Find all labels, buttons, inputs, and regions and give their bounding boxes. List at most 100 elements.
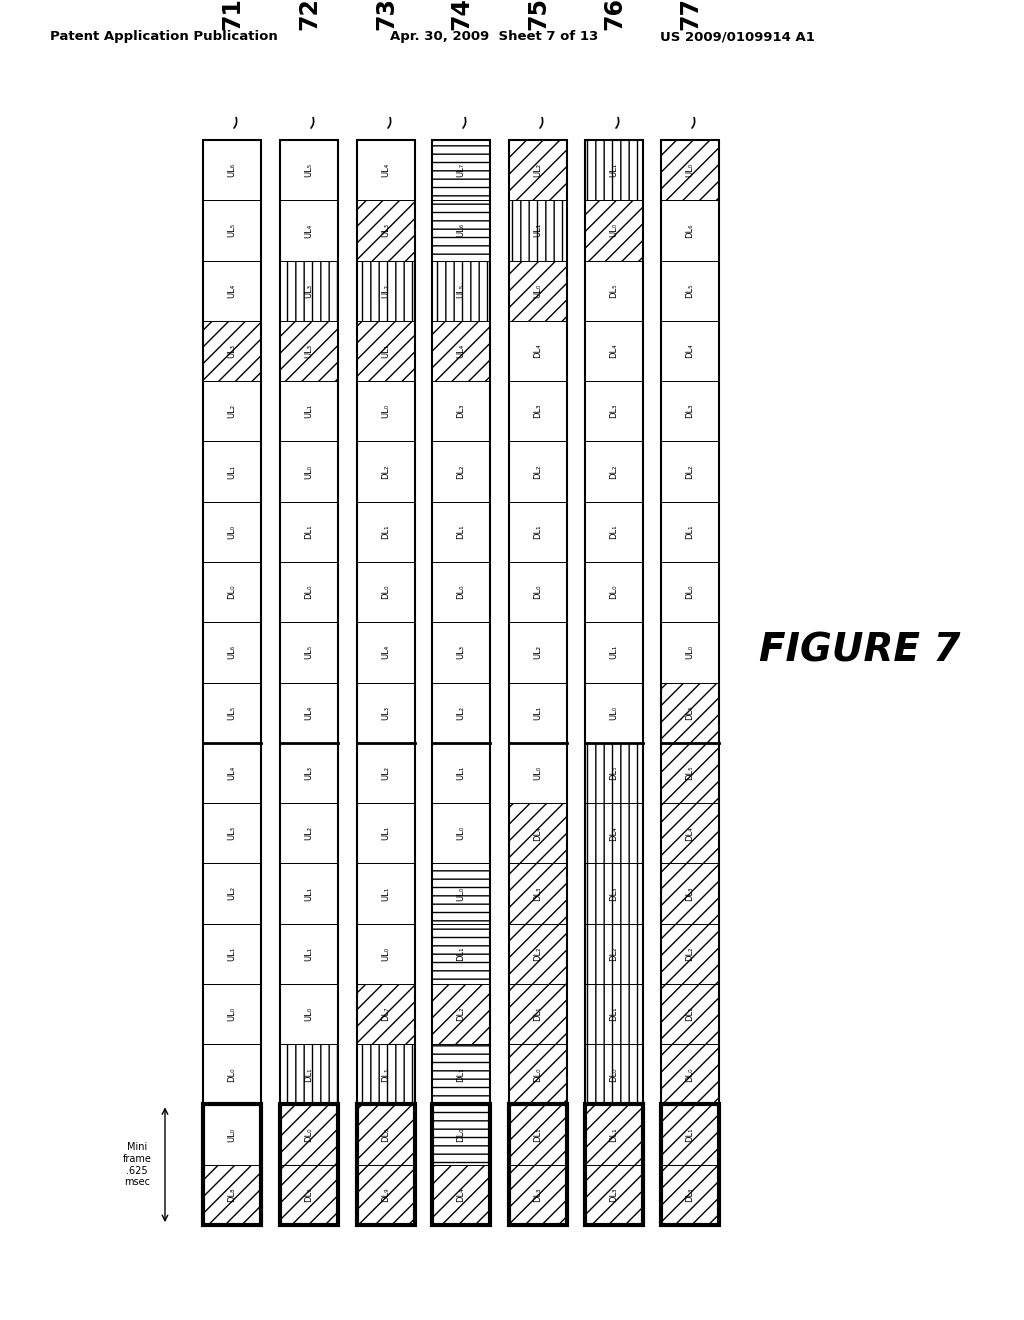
Text: UL₀: UL₀ xyxy=(304,1007,313,1022)
Bar xyxy=(357,1105,415,1225)
Bar xyxy=(432,863,490,924)
Bar xyxy=(585,381,643,441)
Text: 710: 710 xyxy=(220,0,244,30)
Bar xyxy=(662,1164,719,1225)
Bar xyxy=(662,1105,719,1164)
Bar xyxy=(662,682,719,743)
Bar xyxy=(509,622,567,682)
Text: DL₄: DL₄ xyxy=(457,1188,466,1203)
Bar xyxy=(432,502,490,562)
Bar xyxy=(585,743,643,803)
Bar xyxy=(280,743,338,803)
Bar xyxy=(357,201,415,260)
Bar xyxy=(432,201,490,260)
Text: Patent Application Publication: Patent Application Publication xyxy=(50,30,278,44)
Text: UL₀: UL₀ xyxy=(304,465,313,479)
Text: UL₁: UL₁ xyxy=(534,706,543,719)
Bar xyxy=(432,1105,490,1164)
Text: UL₁: UL₁ xyxy=(457,766,466,780)
Text: FIGURE 7: FIGURE 7 xyxy=(760,631,961,669)
Bar xyxy=(509,1044,567,1105)
Bar xyxy=(509,682,567,743)
Text: DL₂: DL₂ xyxy=(457,1007,466,1022)
Bar xyxy=(203,201,261,260)
Bar xyxy=(280,1105,338,1164)
Bar xyxy=(203,321,261,381)
Bar xyxy=(662,321,719,381)
Bar xyxy=(585,924,643,983)
Text: UL₁: UL₁ xyxy=(534,223,543,238)
Text: DL₄: DL₄ xyxy=(534,826,543,841)
Text: DL₁: DL₁ xyxy=(609,1007,618,1022)
Text: UL₃: UL₃ xyxy=(227,345,237,358)
Text: UL₀: UL₀ xyxy=(685,164,694,177)
Text: DL₁: DL₁ xyxy=(457,524,466,539)
Bar xyxy=(509,201,567,260)
Text: UL₀: UL₀ xyxy=(685,645,694,660)
Bar xyxy=(203,622,261,682)
Text: DL₄: DL₄ xyxy=(534,343,543,358)
Bar xyxy=(585,983,643,1044)
Bar xyxy=(203,562,261,622)
Text: DL₀: DL₀ xyxy=(609,1067,618,1081)
Bar xyxy=(585,201,643,260)
Bar xyxy=(203,803,261,863)
Bar xyxy=(509,1105,567,1164)
Bar xyxy=(432,983,490,1044)
Bar xyxy=(432,622,490,682)
Text: UL₆: UL₆ xyxy=(227,164,237,177)
Bar xyxy=(509,502,567,562)
Bar xyxy=(203,1105,261,1164)
Text: DL₀: DL₀ xyxy=(227,1067,237,1081)
Bar xyxy=(662,562,719,622)
Bar xyxy=(509,321,567,381)
Text: UL₁: UL₁ xyxy=(304,946,313,961)
Bar xyxy=(203,1105,261,1225)
Text: DL₄: DL₄ xyxy=(685,826,694,841)
Text: UL₃: UL₃ xyxy=(227,826,237,841)
Text: Apr. 30, 2009  Sheet 7 of 13: Apr. 30, 2009 Sheet 7 of 13 xyxy=(390,30,598,44)
Bar xyxy=(509,924,567,983)
Bar xyxy=(662,622,719,682)
Text: UL₃: UL₃ xyxy=(304,766,313,780)
Text: UL₅: UL₅ xyxy=(304,164,313,177)
Bar xyxy=(203,863,261,924)
Bar xyxy=(280,201,338,260)
Bar xyxy=(203,140,261,1225)
Bar xyxy=(357,562,415,622)
Bar xyxy=(280,924,338,983)
Text: 770: 770 xyxy=(678,0,702,30)
Bar xyxy=(432,562,490,622)
Bar xyxy=(280,622,338,682)
Bar xyxy=(662,803,719,863)
Text: UL₂: UL₂ xyxy=(457,706,466,719)
Text: UL₁: UL₁ xyxy=(304,404,313,418)
Text: DL₁: DL₁ xyxy=(685,524,694,539)
Bar xyxy=(203,140,261,201)
Text: UL₅: UL₅ xyxy=(457,284,466,298)
Text: DL₀: DL₀ xyxy=(457,1127,466,1142)
Text: DL₁: DL₁ xyxy=(534,1127,543,1142)
Text: DL₄: DL₄ xyxy=(609,343,618,358)
Text: DL₀: DL₀ xyxy=(534,585,543,599)
Bar xyxy=(585,140,643,201)
Text: DL₂: DL₂ xyxy=(609,465,618,479)
Bar xyxy=(357,260,415,321)
Text: DL₆: DL₆ xyxy=(685,705,694,719)
Bar xyxy=(509,983,567,1044)
Bar xyxy=(357,381,415,441)
Text: DL₂: DL₂ xyxy=(685,946,694,961)
Bar xyxy=(432,140,490,1225)
Text: 740: 740 xyxy=(449,0,473,30)
Text: DL₀: DL₀ xyxy=(304,585,313,599)
Bar xyxy=(357,983,415,1044)
Bar xyxy=(662,743,719,803)
Bar xyxy=(203,682,261,743)
Text: UL₃: UL₃ xyxy=(382,706,390,719)
Text: DL₀: DL₀ xyxy=(382,1127,390,1142)
Text: DL₃: DL₃ xyxy=(534,404,543,418)
Text: DL₁: DL₁ xyxy=(457,1067,466,1081)
Text: DL₅: DL₅ xyxy=(685,284,694,298)
Text: UL₀: UL₀ xyxy=(227,525,237,539)
Bar xyxy=(280,1164,338,1225)
